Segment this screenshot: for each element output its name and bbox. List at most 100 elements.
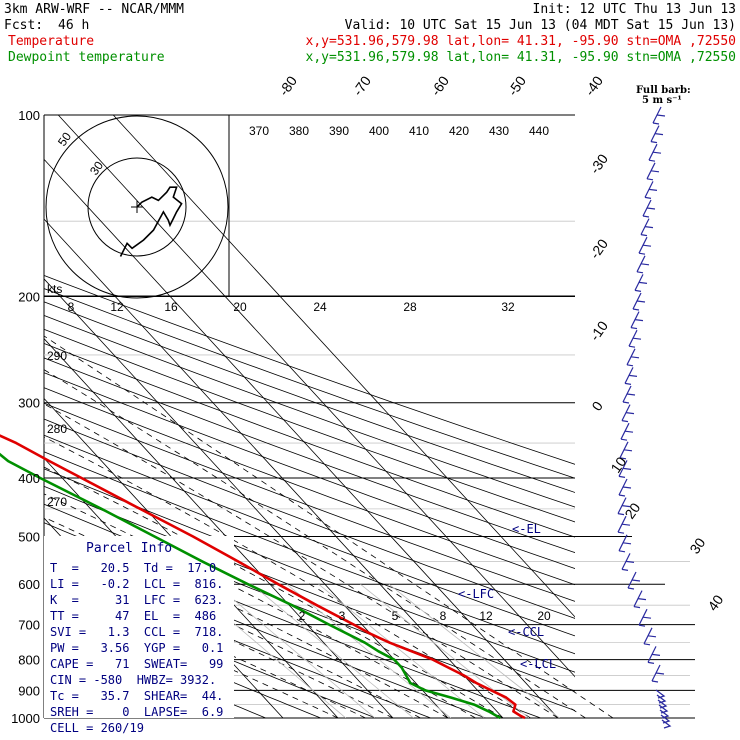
dry-adiabat	[44, 402, 575, 602]
wind-barb	[661, 719, 672, 729]
isotherm-label: 10	[607, 454, 629, 476]
wind-barb	[634, 289, 642, 292]
pressure-label: 300	[18, 396, 40, 411]
wind-barb	[652, 151, 662, 154]
wind-barb	[655, 672, 665, 675]
hodograph-scale-label: 32	[501, 300, 515, 314]
barb-legend-line1: Full barb:	[636, 85, 691, 96]
wind-barb	[628, 374, 638, 377]
dry-adiabat	[44, 387, 575, 586]
level-annotation: <-LCL	[520, 657, 556, 671]
isotherm-label: 30	[686, 535, 708, 557]
dry-adiabat-label: 380	[289, 124, 309, 138]
dry-adiabat-label: 370	[249, 124, 269, 138]
isotherm	[44, 158, 559, 718]
dry-adiabat-label: 280	[47, 422, 67, 436]
dry-adiabat-label: 440	[529, 124, 549, 138]
hodograph-ring	[45, 115, 229, 299]
wind-barb	[651, 680, 659, 683]
moist-adiabat	[44, 585, 339, 718]
wind-barb	[621, 568, 629, 571]
hodograph-scale-label: 16	[164, 300, 178, 314]
dry-adiabat	[44, 357, 575, 554]
model-title: 3km ARW-WRF -- NCAR/MMM	[4, 2, 184, 17]
dry-adiabat	[44, 288, 575, 479]
parcel-row: Tc = 35.7 SHEAR= 44.	[50, 689, 223, 703]
moist-adiabat	[44, 335, 614, 718]
parcel-row: LI = -0.2 LCL = 816.	[50, 577, 223, 591]
init-time: Init: 12 UTC Thu 13 Jun 13	[533, 2, 737, 17]
isotherm-label: 0	[588, 398, 606, 414]
isotherm-label: -20	[586, 236, 611, 262]
dry-adiabat	[44, 275, 575, 465]
mixing-ratio-line	[286, 583, 452, 718]
wind-barb	[622, 486, 632, 489]
pressure-label: 100	[18, 108, 40, 123]
pressure-label: 400	[18, 471, 40, 486]
pressure-label: 200	[18, 290, 40, 305]
wind-barb	[626, 393, 636, 396]
wind-barb	[622, 401, 630, 404]
wind-barb	[628, 345, 636, 348]
isotherm	[112, 115, 575, 618]
wind-barb	[652, 122, 660, 125]
isotherm	[44, 278, 449, 718]
hodograph-ring-label: 30	[87, 158, 106, 177]
wind-barb	[648, 159, 656, 162]
wind-barb	[638, 624, 646, 627]
wind-barb	[622, 467, 632, 470]
dry-adiabat-label: 430	[489, 124, 509, 138]
wind-barb	[637, 598, 647, 601]
fcst-label: Fcst:	[4, 18, 43, 33]
wind-barb	[638, 252, 646, 255]
mixing-ratio-label: 12	[479, 609, 493, 623]
isotherm	[0, 115, 8, 718]
mixing-ratio-line	[360, 583, 530, 718]
hodograph: 30 50 kts 8 12 16 20 24 28 32	[44, 115, 575, 314]
wind-barb	[627, 587, 635, 590]
wind-barb	[634, 319, 644, 322]
pressure-label: 1000	[11, 711, 40, 726]
isotherm-label: -70	[349, 73, 374, 99]
dry-adiabat-label: 270	[47, 495, 67, 509]
moist-adiabat	[44, 466, 504, 718]
parcel-info: Parcel Info T = 20.5 Td = 17.0 LI = -0.2…	[50, 541, 223, 735]
pressure-label: 600	[18, 577, 40, 592]
isotherm-label: -10	[586, 318, 611, 344]
wind-barb	[642, 244, 652, 247]
parcel-box	[44, 536, 234, 718]
dry-adiabat-label: 410	[409, 124, 429, 138]
wind-barb	[617, 531, 625, 534]
wind-barb	[625, 560, 635, 563]
header: 3km ARW-WRF -- NCAR/MMM Init: 12 UTC Thu…	[4, 2, 737, 65]
mixing-ratio-line	[318, 583, 485, 718]
wind-barb	[618, 475, 626, 478]
moist-adiabat	[44, 516, 449, 718]
pressure-label: 700	[18, 618, 40, 633]
fcst-value: 46 h	[58, 18, 89, 33]
moist-adiabat	[44, 369, 586, 718]
hodograph-scale-label: 8	[68, 300, 75, 314]
pressure-label: 900	[18, 683, 40, 698]
hodograph-scale-label: 24	[313, 300, 327, 314]
mixing-ratio-label: 8	[440, 609, 447, 623]
barb-legend: Full barb: 5 m s⁻¹	[636, 85, 691, 106]
dry-adiabat	[44, 314, 575, 508]
pressure-label: 800	[18, 653, 40, 668]
wind-barb	[636, 271, 644, 274]
hodograph-scale-label: 12	[110, 300, 124, 314]
isotherm-label: -40	[581, 73, 606, 99]
isotherm-label: 40	[704, 592, 726, 614]
wind-barb	[626, 364, 634, 367]
parcel-row: T = 20.5 Td = 17.0	[50, 561, 216, 575]
wind-barb	[650, 141, 658, 144]
dry-adiabat	[44, 601, 322, 718]
dry-adiabat	[44, 451, 575, 655]
parcel-row: CIN = -580 HWBZ= 3932.	[50, 673, 216, 687]
hodograph-ring-label: 50	[55, 129, 74, 148]
wind-barb	[632, 337, 642, 340]
wind-barb	[654, 133, 664, 136]
wind-barb	[623, 449, 633, 452]
isotherm	[44, 397, 339, 718]
